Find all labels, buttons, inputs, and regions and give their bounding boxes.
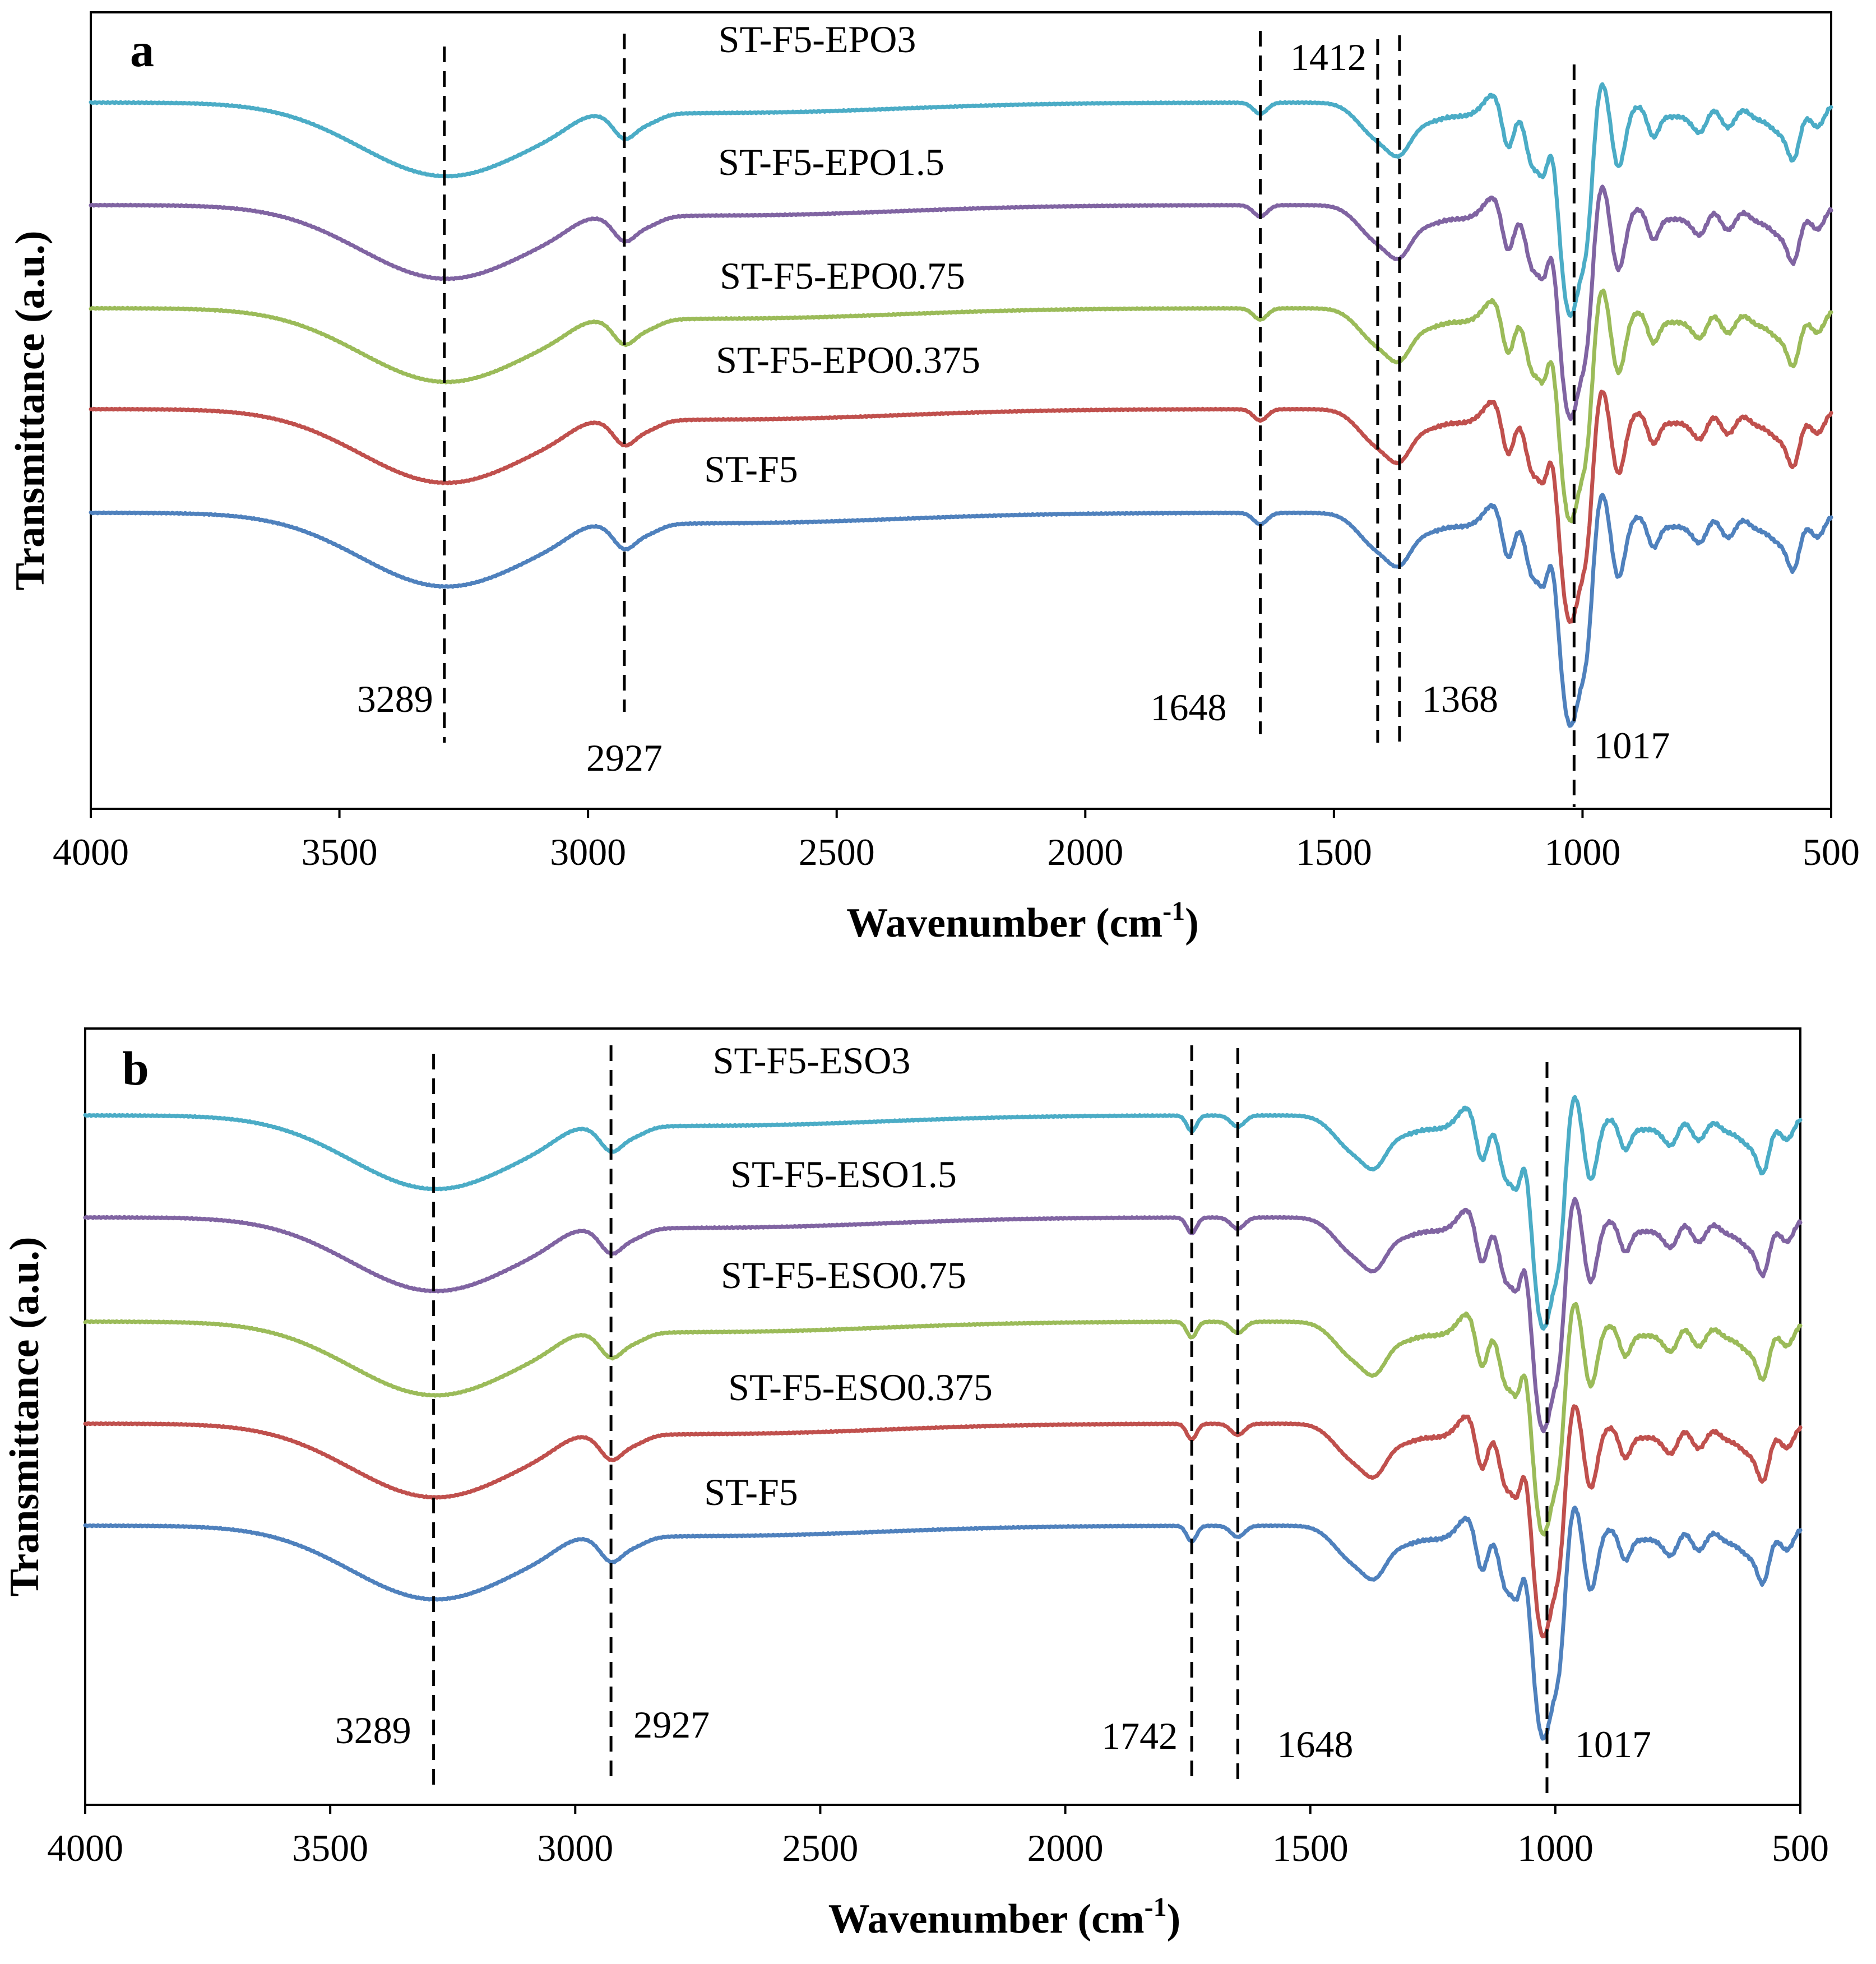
x-tick-label: 3000 (537, 1827, 613, 1869)
x-axis-title: Wavenumber (cm-1) (828, 1892, 1181, 1942)
spectrum-line (83, 1095, 1803, 1331)
x-tick-label: 1500 (1296, 831, 1372, 873)
series-label: ST-F5-EPO0.375 (716, 339, 980, 381)
peak-label: 1648 (1151, 686, 1227, 729)
peak-label: 2927 (586, 736, 663, 779)
x-tick-label: 2000 (1027, 1827, 1104, 1869)
panel-letter: b (122, 1041, 149, 1095)
panel-a: 4000 3500 3000 2500 2000 1500 1000 500 Wavenumbe… (7, 11, 1860, 946)
x-tick-label: 1000 (1517, 1827, 1594, 1869)
series-label: ST-F5-EPO0.75 (720, 254, 965, 297)
x-tick-label: 3500 (292, 1827, 368, 1869)
peak-label: 3289 (357, 678, 433, 720)
peak-label: 1412 (1290, 36, 1367, 78)
series-label: ST-F5 (704, 1471, 798, 1513)
series-label: ST-F5-EPO3 (719, 18, 916, 61)
series-label: ST-F5-ESO1.5 (730, 1153, 957, 1196)
x-axis-title: Wavenumber (cm-1) (846, 896, 1199, 946)
plot-frame (84, 1027, 1801, 1806)
panel-b: 4000 3500 3000 2500 2000 1500 1000 500 Wavenumbe… (2, 1027, 1829, 1942)
x-tick-label: 4000 (53, 831, 129, 873)
x-tick-label: 1000 (1544, 831, 1620, 873)
peak-label: 2927 (633, 1703, 710, 1746)
peak-label: 1368 (1422, 678, 1498, 720)
x-tick-label: 2500 (782, 1827, 858, 1869)
spectrum-line (89, 288, 1833, 524)
spectrum-line (83, 1301, 1803, 1537)
peak-label: 3289 (335, 1709, 411, 1752)
spectrum-line (83, 1506, 1803, 1741)
series-label: ST-F5-ESO0.75 (721, 1254, 966, 1296)
y-axis-title: Transmittance (a.u.) (7, 231, 53, 591)
peak-label: 1017 (1594, 724, 1670, 767)
series-label: ST-F5-EPO1.5 (718, 141, 944, 183)
x-tick-label: 3000 (550, 831, 626, 873)
x-tick-label: 500 (1803, 831, 1860, 873)
series-label: ST-F5-ESO0.375 (728, 1366, 993, 1409)
spectrum-line (89, 184, 1833, 421)
peak-label: 1648 (1277, 1723, 1353, 1766)
series-label: ST-F5 (704, 448, 798, 490)
peak-label: 1742 (1101, 1715, 1178, 1757)
spectrum-line (89, 390, 1833, 624)
x-tick-label: 2500 (799, 831, 875, 873)
peak-label: 1017 (1575, 1723, 1651, 1766)
panel-letter: a (130, 23, 154, 77)
spectrum-line (89, 493, 1833, 728)
x-tick-label: 1500 (1272, 1827, 1349, 1869)
x-tick-label: 3500 (302, 831, 378, 873)
spectrum-line (89, 82, 1833, 318)
x-tick-label: 2000 (1047, 831, 1123, 873)
plot-frame (90, 11, 1832, 810)
spectrum-line (83, 1197, 1803, 1434)
x-tick-label: 4000 (47, 1827, 123, 1869)
x-tick-label: 500 (1772, 1827, 1829, 1869)
series-label: ST-F5-ESO3 (713, 1039, 911, 1082)
spectrum-line (83, 1404, 1803, 1639)
y-axis-title: Transmittance (a.u.) (2, 1237, 48, 1597)
